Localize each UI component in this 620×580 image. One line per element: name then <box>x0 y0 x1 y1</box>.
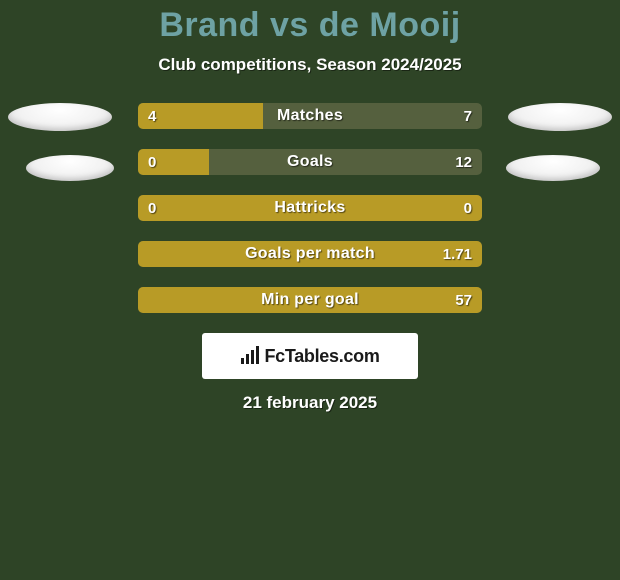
footer-date: 21 february 2025 <box>0 393 620 413</box>
row-label: Min per goal <box>138 287 482 313</box>
stats-area: 4 Matches 7 0 Goals 12 0 Hattricks 0 Goa… <box>0 103 620 313</box>
row-value-right: 12 <box>445 149 482 175</box>
branding-box[interactable]: FcTables.com <box>202 333 418 379</box>
row-value-right: 57 <box>445 287 482 313</box>
stat-row-min-per-goal: Min per goal 57 <box>138 287 482 313</box>
row-value-right: 1.71 <box>433 241 482 267</box>
player-oval-left-2 <box>26 155 114 181</box>
page-subtitle: Club competitions, Season 2024/2025 <box>0 55 620 75</box>
player-oval-right-2 <box>506 155 600 181</box>
row-label: Goals <box>138 149 482 175</box>
stat-row-goals-per-match: Goals per match 1.71 <box>138 241 482 267</box>
stat-row-matches: 4 Matches 7 <box>138 103 482 129</box>
player-oval-left-1 <box>8 103 112 131</box>
comparison-widget: Brand vs de Mooij Club competitions, Sea… <box>0 0 620 580</box>
branding-text: FcTables.com <box>264 346 379 367</box>
row-value-right: 0 <box>454 195 482 221</box>
player-oval-right-1 <box>508 103 612 131</box>
page-title: Brand vs de Mooij <box>0 6 620 45</box>
stat-row-hattricks: 0 Hattricks 0 <box>138 195 482 221</box>
row-value-right: 7 <box>454 103 482 129</box>
row-label: Hattricks <box>138 195 482 221</box>
stat-row-goals: 0 Goals 12 <box>138 149 482 175</box>
row-label: Matches <box>138 103 482 129</box>
bars-icon <box>240 346 260 366</box>
row-label: Goals per match <box>138 241 482 267</box>
